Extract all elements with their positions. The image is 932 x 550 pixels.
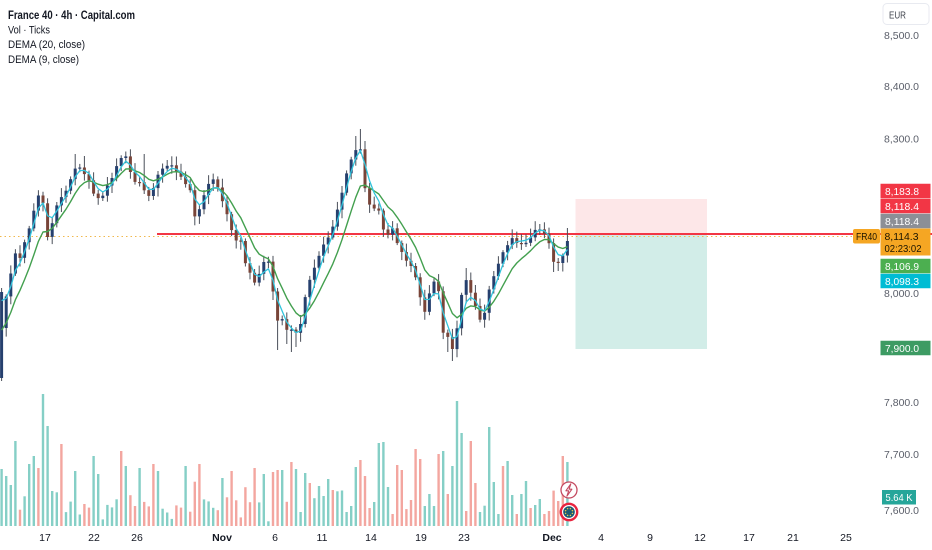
svg-text:7,600.0: 7,600.0	[884, 505, 919, 517]
svg-text:8,183.8: 8,183.8	[885, 186, 919, 198]
svg-text:8,118.4: 8,118.4	[885, 216, 919, 228]
svg-text:17: 17	[39, 532, 51, 544]
svg-text:8,500.0: 8,500.0	[884, 30, 919, 42]
svg-text:22: 22	[88, 532, 100, 544]
svg-text:8,114.3: 8,114.3	[885, 231, 919, 243]
svg-text:6: 6	[272, 532, 278, 544]
svg-text:4: 4	[598, 532, 604, 544]
svg-text:Dec: Dec	[542, 532, 561, 544]
svg-text:5.64 K: 5.64 K	[886, 492, 913, 504]
svg-text:9: 9	[647, 532, 653, 544]
svg-text:11: 11	[317, 532, 328, 544]
svg-text:26: 26	[131, 532, 143, 544]
svg-text:8,118.4: 8,118.4	[885, 201, 919, 213]
svg-text:7,700.0: 7,700.0	[884, 449, 919, 461]
svg-text:7,800.0: 7,800.0	[884, 397, 919, 409]
svg-text:France 40 · 4h · Capital.com: France 40 · 4h · Capital.com	[8, 8, 135, 22]
svg-text:17: 17	[743, 532, 755, 544]
svg-text:7,900.0: 7,900.0	[885, 343, 919, 355]
svg-text:19: 19	[415, 532, 427, 544]
svg-text:12: 12	[694, 532, 706, 544]
svg-text:23: 23	[458, 532, 470, 544]
svg-text:Nov: Nov	[212, 532, 232, 544]
svg-text:8,106.9: 8,106.9	[885, 261, 919, 273]
svg-text:8,400.0: 8,400.0	[884, 81, 919, 93]
svg-text:DEMA (9, close): DEMA (9, close)	[8, 54, 79, 66]
svg-text:Vol · Ticks: Vol · Ticks	[8, 25, 50, 37]
svg-text:8,000.0: 8,000.0	[884, 288, 919, 300]
svg-text:EUR: EUR	[889, 10, 906, 22]
svg-text:21: 21	[787, 532, 799, 544]
svg-text:8,098.3: 8,098.3	[885, 276, 919, 288]
svg-text:8,300.0: 8,300.0	[884, 133, 919, 145]
svg-text:FR40: FR40	[856, 231, 877, 243]
svg-text:25: 25	[840, 532, 852, 544]
svg-text:14: 14	[365, 532, 377, 544]
svg-text:DEMA (20, close): DEMA (20, close)	[8, 39, 85, 51]
svg-text:02:23:02: 02:23:02	[885, 243, 922, 255]
